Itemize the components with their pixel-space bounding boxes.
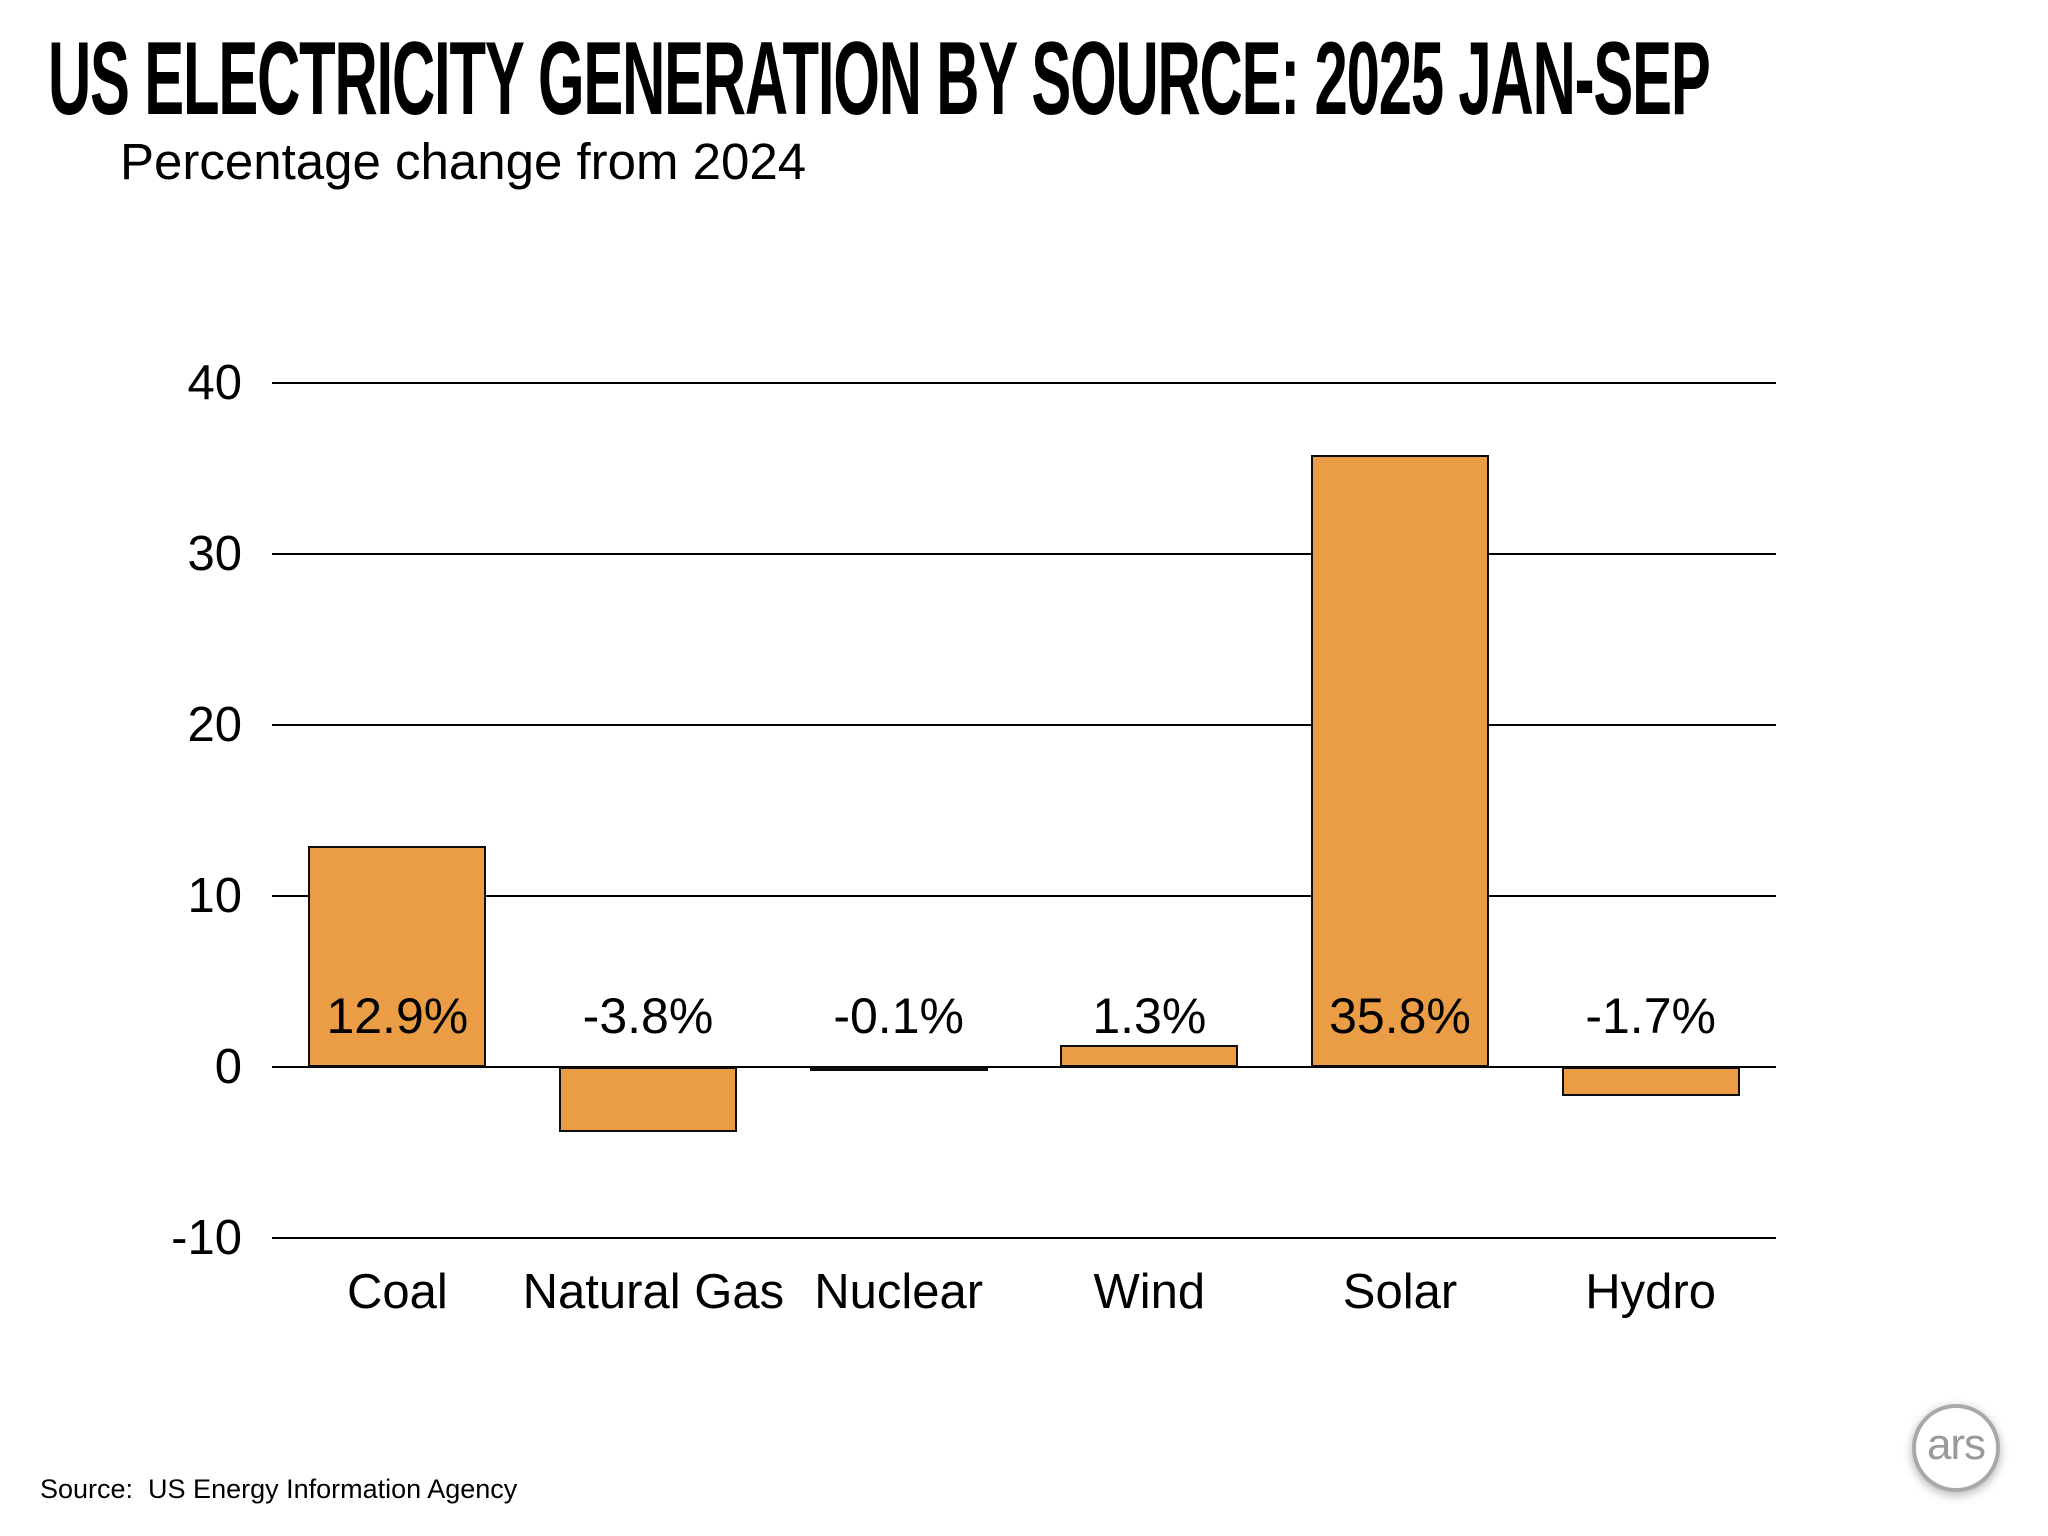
value-label-natural-gas: -3.8% xyxy=(582,988,714,1044)
category-label-hydro: Hydro xyxy=(1585,1265,1717,1319)
source-note: Source: US Energy Information Agency xyxy=(40,1474,518,1504)
value-label-solar: 35.8% xyxy=(1329,988,1471,1044)
category-label-natural-gas: Natural Gas xyxy=(522,1265,785,1319)
y-axis-tick-10: 10 xyxy=(187,869,242,923)
y-axis-tick-20: 20 xyxy=(187,698,242,752)
ars-logo: ars xyxy=(1912,1404,2000,1492)
y-axis-tick-40: 40 xyxy=(187,356,242,410)
bar-natural-gas xyxy=(559,1067,737,1132)
plot-area: 40 30 20 10 0 -10 12.9% -3.8% -0.1% 1.3% 35.8% -1.7… xyxy=(171,356,1776,1265)
gridline-40 xyxy=(272,382,1776,384)
category-label-coal: Coal xyxy=(346,1265,448,1319)
bar-nuclear xyxy=(809,1067,988,1071)
category-label-wind: Wind xyxy=(1093,1265,1206,1319)
bar-hydro xyxy=(1561,1067,1740,1097)
category-label-nuclear: Nuclear xyxy=(814,1265,984,1319)
gridline--10 xyxy=(272,1237,1776,1239)
ars-logo-text: ars xyxy=(1926,1420,1986,1469)
value-label-wind: 1.3% xyxy=(1092,988,1207,1044)
bar-solar xyxy=(1311,454,1489,1067)
value-label-hydro: -1.7% xyxy=(1585,988,1716,1044)
chart-subtitle: Percentage change from 2024 xyxy=(120,133,807,190)
chart-title: US ELECTRICITY GENERATION BY SOURCE: 202… xyxy=(48,21,1711,137)
bar-wind xyxy=(1060,1044,1239,1067)
y-axis-tick-0: 0 xyxy=(214,1040,242,1094)
bar-coal xyxy=(308,846,487,1067)
y-axis-tick-30: 30 xyxy=(187,527,242,581)
gridline-0 xyxy=(272,1066,1776,1068)
value-label-coal: 12.9% xyxy=(326,988,469,1044)
y-axis-tick--10: -10 xyxy=(171,1211,242,1265)
category-label-solar: Solar xyxy=(1342,1265,1458,1319)
value-label-nuclear: -0.1% xyxy=(833,988,964,1044)
gridline-20 xyxy=(272,724,1776,726)
gridline-30 xyxy=(272,553,1776,555)
gridline-10 xyxy=(272,895,1776,897)
